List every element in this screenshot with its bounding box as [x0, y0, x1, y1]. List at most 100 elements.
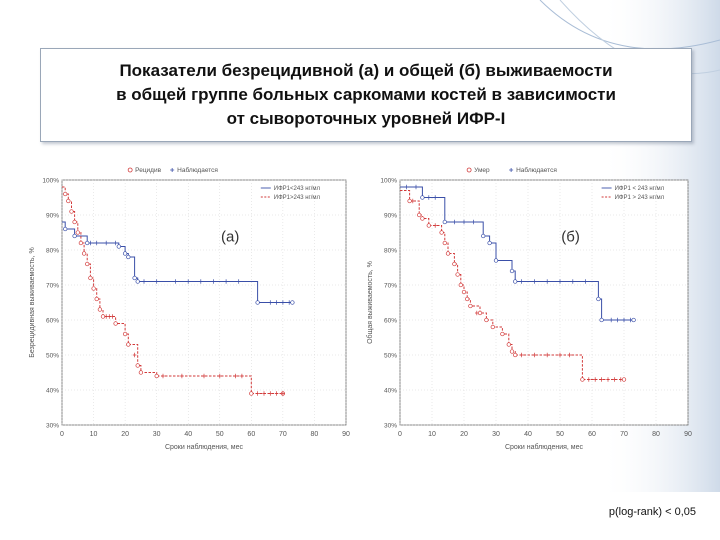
event-marker [75, 230, 80, 235]
x-tick-label: 40 [524, 431, 532, 438]
censor-mark [404, 184, 409, 190]
censor-mark [587, 377, 591, 382]
censor-mark [268, 391, 273, 396]
event-marker [69, 209, 74, 214]
y-tick-label: 60% [46, 318, 59, 325]
event-marker [100, 314, 106, 319]
censor-mark [519, 352, 524, 358]
x-tick-label: 20 [121, 431, 129, 438]
legend-event-label: Рецидив [135, 167, 161, 174]
y-tick-label: 80% [46, 248, 59, 255]
censor-mark [628, 317, 633, 323]
event-marker [66, 198, 71, 204]
event-marker [596, 296, 601, 302]
x-tick-label: 70 [279, 431, 287, 438]
censor-mark [107, 314, 112, 319]
censor-mark [619, 377, 623, 382]
y-tick-label: 50% [384, 353, 397, 360]
event-marker [91, 286, 96, 291]
event-marker [509, 268, 515, 274]
y-tick-label: 60% [384, 318, 397, 325]
event-marker [85, 240, 90, 246]
event-marker [72, 219, 77, 225]
event-marker [513, 352, 518, 358]
title-box: Показатели безрецидивной (а) и общей (б)… [40, 48, 692, 142]
censor-mark [545, 279, 549, 284]
y-tick-label: 50% [46, 353, 59, 360]
event-marker [599, 317, 604, 323]
event-marker [126, 254, 131, 260]
event-marker [481, 233, 486, 239]
slide-curve [539, 0, 720, 50]
x-tick-label: 0 [398, 431, 402, 438]
censor-mark [173, 279, 178, 284]
censor-mark [236, 279, 241, 284]
event-marker [621, 377, 627, 382]
x-tick-label: 80 [652, 431, 660, 438]
event-marker [135, 363, 140, 368]
event-marker [290, 300, 295, 305]
event-marker [426, 223, 431, 228]
event-marker [113, 321, 118, 326]
y-tick-label: 30% [46, 423, 59, 430]
censor-mark [233, 373, 238, 379]
event-marker [407, 198, 412, 204]
series-legend-label: ИФР1>243 нг/мл [274, 195, 321, 201]
event-marker [452, 261, 457, 267]
chart-overall-survival: 0 10 20 30 40 50 60 70 80 90 30% 40% 50% 60% 70% 80% 90%… [366, 166, 692, 451]
chart-relapse-free-survival: 0 10 20 30 40 50 60 70 80 90 30% 40% 50% 60% 70% 80% 90%… [29, 166, 350, 451]
event-marker [445, 251, 451, 256]
event-marker [458, 282, 463, 288]
censor-mark [433, 195, 437, 200]
series-legend-label: ИФР1<243 нг/мл [274, 186, 321, 192]
event-marker [477, 310, 483, 316]
event-marker [513, 279, 518, 284]
x-tick-label: 10 [90, 431, 98, 438]
y-tick-label: 40% [46, 388, 59, 395]
censor-mark [274, 300, 279, 305]
event-marker [85, 261, 90, 267]
y-axis-label: Общая выживаемость, % [366, 261, 374, 344]
censor-mark [567, 352, 572, 358]
x-tick-label: 50 [216, 431, 224, 438]
plot-area [399, 179, 689, 426]
event-marker [439, 230, 444, 235]
title-line-1: Показатели безрецидивной (а) и общей (б)… [119, 61, 613, 80]
x-tick-label: 10 [428, 431, 436, 438]
x-axis-label: Сроки наблюдения, мес [165, 443, 244, 451]
event-marker [417, 212, 422, 218]
event-marker [135, 279, 140, 284]
x-axis-label: Сроки наблюдения, мес [505, 443, 584, 451]
series-line [62, 186, 283, 394]
censor-mark [262, 391, 266, 396]
y-tick-label: 70% [46, 283, 59, 290]
x-tick-label: 30 [153, 431, 161, 438]
censor-mark [519, 279, 524, 284]
event-marker [506, 342, 511, 347]
censor-mark [558, 352, 562, 358]
legend-event-marker [466, 167, 472, 173]
censor-mark [88, 240, 93, 246]
censor-mark [622, 317, 626, 323]
x-tick-label: 80 [311, 431, 319, 438]
panel-label: (б) [561, 228, 580, 245]
legend-event-label: Умер [474, 167, 490, 174]
censor-mark [558, 279, 562, 284]
event-marker [255, 300, 260, 305]
censor-mark [224, 279, 228, 284]
legend-censored-marker [509, 168, 514, 172]
censor-mark [110, 314, 115, 319]
y-axis-label: Безрецидивная выживаемость, % [29, 247, 36, 357]
plot-area [61, 179, 347, 426]
censor-mark [475, 310, 479, 316]
censor-mark [414, 184, 418, 190]
censor-mark [606, 377, 610, 382]
series-legend-label: ИФР1 > 243 нг/мл [615, 195, 665, 201]
event-marker [509, 349, 515, 354]
event-marker [94, 296, 99, 302]
censor-mark [532, 352, 537, 358]
y-tick-label: 90% [46, 213, 59, 220]
censor-mark [452, 219, 457, 225]
event-marker [420, 195, 425, 200]
event-marker [132, 275, 137, 281]
